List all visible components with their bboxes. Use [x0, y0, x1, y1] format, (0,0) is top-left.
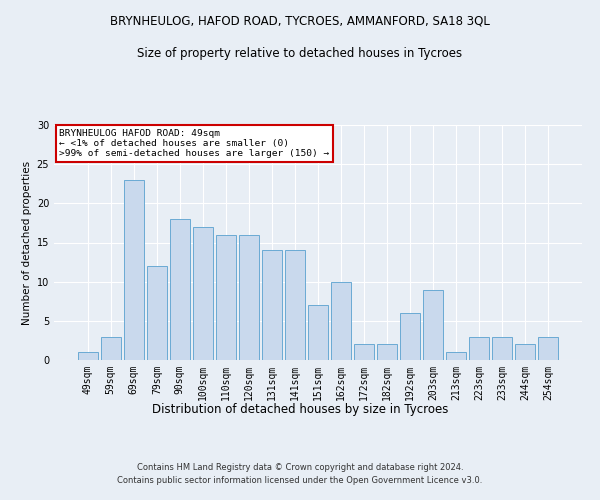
- Bar: [147, 266, 167, 360]
- Bar: [400, 313, 420, 360]
- Bar: [262, 250, 282, 360]
- Bar: [101, 336, 121, 360]
- Text: Contains HM Land Registry data © Crown copyright and database right 2024.: Contains HM Land Registry data © Crown c…: [137, 462, 463, 471]
- Bar: [170, 219, 190, 360]
- Text: Distribution of detached houses by size in Tycroes: Distribution of detached houses by size …: [152, 402, 448, 415]
- Text: BRYNHEULOG, HAFOD ROAD, TYCROES, AMMANFORD, SA18 3QL: BRYNHEULOG, HAFOD ROAD, TYCROES, AMMANFO…: [110, 15, 490, 28]
- Text: Size of property relative to detached houses in Tycroes: Size of property relative to detached ho…: [137, 48, 463, 60]
- Bar: [285, 250, 305, 360]
- Bar: [515, 344, 535, 360]
- Bar: [538, 336, 558, 360]
- Bar: [193, 227, 212, 360]
- Y-axis label: Number of detached properties: Number of detached properties: [22, 160, 32, 324]
- Bar: [469, 336, 489, 360]
- Bar: [377, 344, 397, 360]
- Bar: [239, 234, 259, 360]
- Text: BRYNHEULOG HAFOD ROAD: 49sqm
← <1% of detached houses are smaller (0)
>99% of se: BRYNHEULOG HAFOD ROAD: 49sqm ← <1% of de…: [59, 128, 329, 158]
- Bar: [424, 290, 443, 360]
- Bar: [216, 234, 236, 360]
- Bar: [78, 352, 98, 360]
- Bar: [308, 305, 328, 360]
- Bar: [331, 282, 351, 360]
- Bar: [493, 336, 512, 360]
- Text: Contains public sector information licensed under the Open Government Licence v3: Contains public sector information licen…: [118, 476, 482, 485]
- Bar: [354, 344, 374, 360]
- Bar: [124, 180, 143, 360]
- Bar: [446, 352, 466, 360]
